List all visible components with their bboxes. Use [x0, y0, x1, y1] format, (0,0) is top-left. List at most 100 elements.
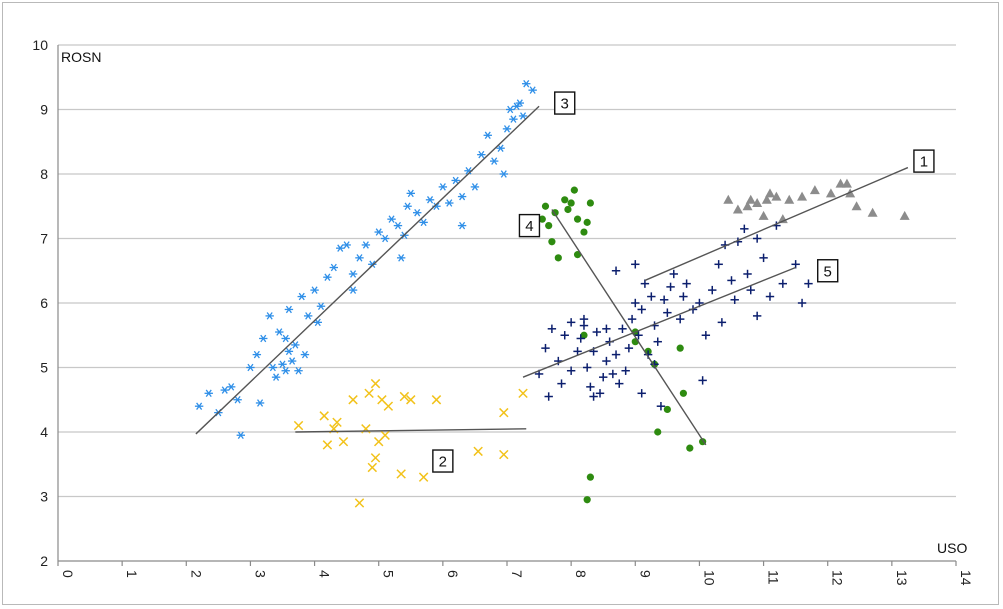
point-series-5-11 [582, 363, 592, 372]
point-series-1-3 [745, 194, 756, 204]
point-series-2-22 [473, 446, 483, 457]
point-series-5-40 [682, 279, 691, 288]
cluster-label-box-3 [554, 91, 576, 115]
point-series-3-21 [284, 305, 294, 314]
point-series-5-7 [566, 366, 576, 375]
point-series-3-24 [310, 286, 319, 294]
point-series-5-52 [746, 285, 755, 295]
cluster-label-box-4 [518, 213, 541, 238]
point-series-5-43 [698, 376, 707, 385]
point-series-3-4 [226, 383, 236, 391]
point-series-3-15 [278, 360, 287, 369]
point-series-3-36 [387, 215, 396, 223]
point-series-3-10 [255, 399, 265, 407]
point-series-4-7 [564, 205, 572, 214]
point-series-2-0 [293, 420, 304, 431]
point-series-5-14 [592, 327, 601, 337]
point-series-4-14 [573, 251, 582, 259]
point-series-3-8 [252, 350, 262, 359]
point-series-4-22 [663, 405, 671, 414]
point-series-3-5 [233, 396, 242, 404]
cluster-label-5: 5 [817, 259, 839, 283]
point-series-2-9 [364, 388, 374, 399]
point-series-3-49 [470, 183, 480, 191]
x-tick-label-1: 1 [124, 570, 140, 578]
cluster-label-4: 4 [518, 213, 541, 238]
y-tick-label-8: 8 [40, 166, 48, 182]
point-series-3-1 [204, 389, 213, 398]
point-series-5-19 [608, 369, 618, 379]
axes [57, 45, 957, 566]
point-series-1-2 [742, 201, 753, 211]
point-series-2-18 [399, 391, 410, 402]
cluster-label-text-5: 5 [824, 263, 832, 280]
point-series-5-62 [611, 266, 621, 275]
point-series-3-44 [438, 183, 448, 191]
point-series-3-31 [355, 254, 364, 262]
point-series-3-17 [284, 347, 294, 356]
point-series-3-11 [265, 312, 274, 320]
point-series-3-62 [499, 170, 508, 178]
cluster-labels: 3 2 4 1 5 [432, 91, 935, 473]
point-series-3-61 [528, 86, 537, 94]
point-series-4-25 [686, 444, 694, 452]
point-series-4-5 [554, 254, 562, 262]
x-tick-label-13: 13 [894, 570, 910, 586]
point-series-4-24 [679, 389, 687, 397]
point-series-2-1 [319, 411, 329, 421]
point-series-3-46 [451, 176, 460, 185]
point-series-1-1 [732, 204, 743, 214]
point-series-5-57 [778, 279, 788, 288]
y-tick-label-10: 10 [32, 37, 48, 53]
point-series-4-10 [573, 215, 582, 223]
cluster-label-1: 1 [913, 149, 935, 173]
point-series-5-44 [701, 331, 711, 340]
point-series-5-70 [602, 324, 611, 333]
point-series-2-4 [332, 417, 342, 428]
trend-lines [195, 105, 909, 446]
point-series-3-63 [396, 254, 406, 262]
point-series-4-23 [676, 344, 684, 352]
point-series-3-59 [522, 79, 531, 88]
point-series-4-21 [654, 428, 662, 436]
point-series-5-26 [631, 298, 640, 308]
point-series-5-68 [730, 295, 739, 304]
point-series-5-50 [740, 224, 749, 234]
point-series-5-39 [679, 292, 688, 301]
point-series-3-54 [502, 125, 512, 133]
point-series-5-2 [547, 324, 557, 333]
point-series-4-13 [586, 199, 594, 207]
point-series-5-21 [615, 379, 624, 388]
point-series-5-1 [541, 343, 550, 353]
point-series-5-45 [708, 285, 717, 295]
point-series-3-68 [348, 286, 358, 294]
trend-line-2 [295, 428, 527, 433]
point-series-5-22 [618, 324, 627, 333]
trend-line-3 [195, 105, 540, 435]
point-series-1-12 [809, 185, 820, 195]
y-tick-label-5: 5 [40, 360, 48, 376]
point-series-5-67 [717, 318, 727, 327]
point-series-2-10 [367, 462, 378, 473]
point-series-4-11 [580, 228, 588, 236]
x-tick-label-0: 0 [60, 570, 76, 578]
point-series-3-41 [419, 218, 428, 227]
point-series-1-11 [797, 191, 808, 201]
x-tick-label-3: 3 [252, 570, 268, 578]
point-series-3-35 [380, 234, 390, 243]
cluster-label-box-1 [913, 149, 935, 173]
point-series-5-51 [743, 269, 752, 279]
point-series-2-5 [338, 436, 349, 447]
point-series-3-27 [329, 263, 339, 272]
point-series-4-1 [541, 202, 550, 210]
point-series-1-13 [825, 188, 836, 198]
point-series-5-17 [602, 356, 611, 366]
point-series-4-12 [583, 218, 591, 226]
point-series-5-9 [576, 334, 585, 343]
point-series-3-64 [457, 221, 467, 230]
x-tick-label-11: 11 [766, 570, 782, 585]
point-series-3-0 [194, 402, 204, 410]
trend-line-4 [551, 209, 707, 446]
